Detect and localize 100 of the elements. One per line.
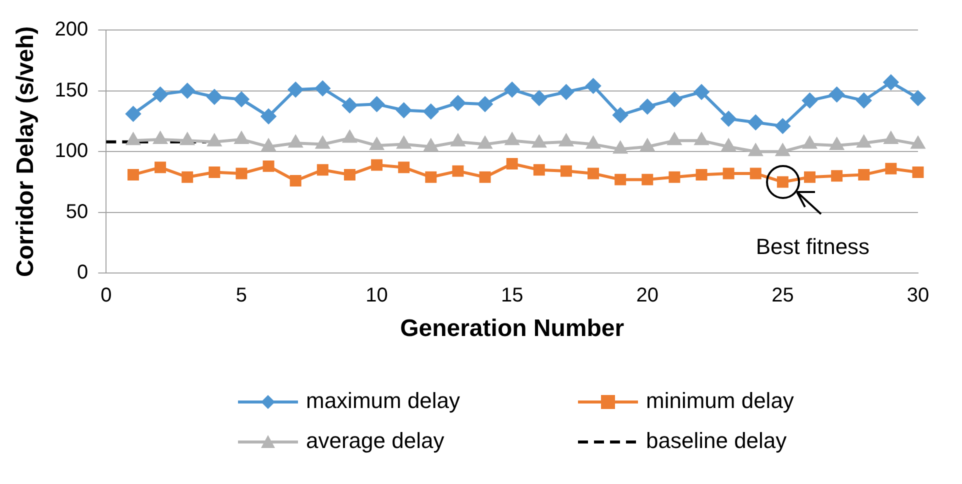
point bbox=[208, 134, 222, 146]
point bbox=[612, 108, 628, 123]
point bbox=[668, 171, 680, 183]
point bbox=[370, 138, 384, 150]
point bbox=[234, 92, 249, 107]
x-tick-label: 15 bbox=[500, 284, 524, 307]
point bbox=[208, 166, 220, 178]
point bbox=[640, 99, 655, 114]
point bbox=[451, 134, 465, 146]
point bbox=[505, 133, 519, 146]
point bbox=[315, 80, 330, 96]
point bbox=[884, 132, 898, 144]
point bbox=[748, 144, 762, 156]
x-axis-title: Generation Number bbox=[400, 315, 624, 342]
point bbox=[856, 93, 872, 108]
point bbox=[885, 162, 897, 174]
y-axis-title: Corridor Delay (s/veh) bbox=[12, 26, 40, 277]
point bbox=[182, 171, 194, 183]
point bbox=[830, 138, 844, 150]
y-tick-label: 100 bbox=[54, 140, 88, 162]
x-tick-label: 5 bbox=[236, 284, 248, 307]
point bbox=[152, 86, 168, 102]
y-tick-label: 200 bbox=[54, 18, 88, 41]
point bbox=[369, 96, 384, 112]
point bbox=[803, 136, 816, 149]
point bbox=[398, 162, 410, 174]
point bbox=[560, 165, 572, 177]
y-tick-label: 0 bbox=[77, 262, 88, 284]
point bbox=[586, 136, 600, 149]
x-tick-label: 30 bbox=[906, 284, 930, 307]
point bbox=[722, 168, 734, 180]
point bbox=[371, 159, 383, 171]
point bbox=[154, 132, 167, 144]
point bbox=[424, 139, 438, 152]
point bbox=[831, 170, 843, 182]
point bbox=[344, 168, 356, 180]
point bbox=[910, 90, 926, 106]
point bbox=[560, 134, 573, 146]
point bbox=[423, 104, 438, 119]
point bbox=[478, 96, 493, 112]
point bbox=[236, 168, 248, 180]
legend-label: maximum delay bbox=[306, 388, 460, 413]
point bbox=[694, 84, 710, 100]
x-tick-label: 20 bbox=[636, 284, 659, 307]
point bbox=[206, 89, 222, 104]
point bbox=[342, 98, 358, 113]
point bbox=[804, 171, 816, 183]
point bbox=[533, 164, 545, 176]
point bbox=[775, 118, 790, 134]
point bbox=[912, 166, 924, 178]
point bbox=[452, 165, 464, 177]
y-tick-label: 50 bbox=[66, 200, 88, 223]
point bbox=[261, 108, 276, 124]
point bbox=[883, 74, 898, 90]
x-tick-label: 0 bbox=[100, 284, 112, 307]
point bbox=[748, 114, 764, 130]
point bbox=[802, 93, 818, 108]
point bbox=[722, 139, 736, 152]
point bbox=[694, 133, 708, 146]
point bbox=[696, 168, 708, 180]
legend-label: minimum delay bbox=[646, 388, 794, 413]
point bbox=[290, 175, 302, 187]
point bbox=[911, 136, 925, 149]
point bbox=[234, 132, 248, 144]
point bbox=[450, 95, 466, 110]
point bbox=[425, 171, 437, 183]
point bbox=[397, 136, 411, 149]
x-tick-label: 10 bbox=[366, 284, 388, 307]
point bbox=[262, 160, 274, 172]
point bbox=[180, 83, 195, 98]
point bbox=[750, 168, 762, 180]
point bbox=[668, 133, 682, 146]
point bbox=[506, 158, 518, 170]
point bbox=[640, 139, 654, 152]
point bbox=[558, 84, 574, 100]
point bbox=[126, 133, 140, 146]
point bbox=[316, 164, 328, 176]
point bbox=[478, 136, 492, 149]
point bbox=[316, 136, 330, 149]
point bbox=[504, 82, 520, 98]
point bbox=[532, 90, 547, 106]
point bbox=[588, 168, 600, 180]
point bbox=[262, 139, 276, 152]
point bbox=[614, 174, 626, 186]
point bbox=[857, 136, 871, 148]
point bbox=[666, 92, 682, 107]
x-tick-label: 25 bbox=[772, 284, 794, 307]
point bbox=[126, 106, 141, 122]
point bbox=[642, 174, 654, 186]
point bbox=[532, 136, 546, 148]
point bbox=[586, 78, 601, 94]
point bbox=[479, 171, 491, 183]
point bbox=[154, 162, 166, 174]
point bbox=[343, 130, 356, 143]
point bbox=[396, 102, 412, 118]
point bbox=[180, 133, 194, 146]
point bbox=[721, 111, 736, 126]
point bbox=[127, 168, 139, 180]
point bbox=[614, 142, 628, 154]
point bbox=[829, 86, 844, 102]
